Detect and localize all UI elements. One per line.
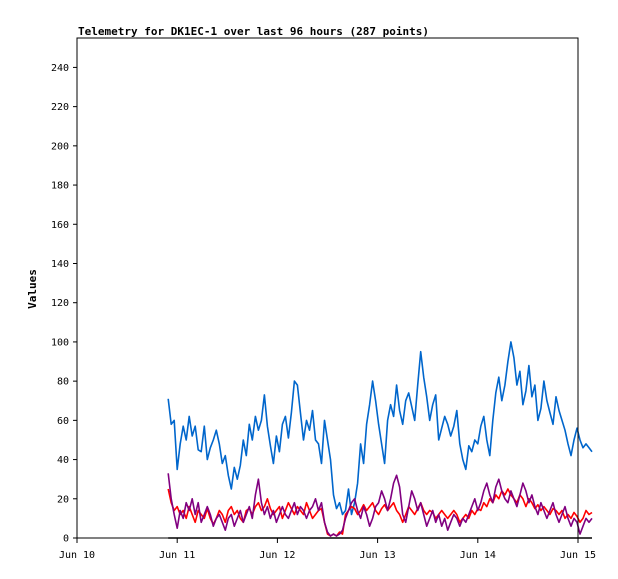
y-tick-label: 0 (63, 534, 69, 545)
y-tick-label: 80 (57, 377, 69, 388)
x-tick-label: Jun 15 (560, 550, 596, 561)
y-tick-label: 60 (57, 416, 69, 427)
y-tick-label: 120 (51, 298, 69, 309)
chart-title: Telemetry for DK1EC-1 over last 96 hours… (78, 25, 429, 38)
x-tick-label: Jun 12 (259, 550, 295, 561)
x-tick-label: Jun 14 (460, 550, 496, 561)
y-tick-label: 220 (51, 102, 69, 113)
y-tick-label: 20 (57, 494, 69, 505)
x-tick-label: Jun 11 (159, 550, 195, 561)
series-line-1 (167, 341, 593, 516)
y-tick-label: 200 (51, 141, 69, 152)
y-tick-label: 160 (51, 220, 69, 231)
y-tick-label: 140 (51, 259, 69, 270)
y-tick-label: 40 (57, 455, 69, 466)
x-tick-label: Jun 10 (59, 550, 95, 561)
y-axis-label: Values (26, 269, 39, 309)
y-tick-label: 180 (51, 181, 69, 192)
x-axis: Jun 10 Jun 11 Jun 12 Jun 13 Jun 14 Jun 15 (59, 538, 596, 561)
plot-area (167, 341, 593, 539)
x-tick-label: Jun 13 (360, 550, 396, 561)
plot-frame (76, 37, 579, 539)
y-tick-label: 240 (51, 63, 69, 74)
y-tick-label: 100 (51, 337, 69, 348)
y-axis: 0 20 40 60 80 100 120 140 160 180 200 220 240 (51, 63, 77, 545)
series-line-3 (167, 473, 593, 537)
